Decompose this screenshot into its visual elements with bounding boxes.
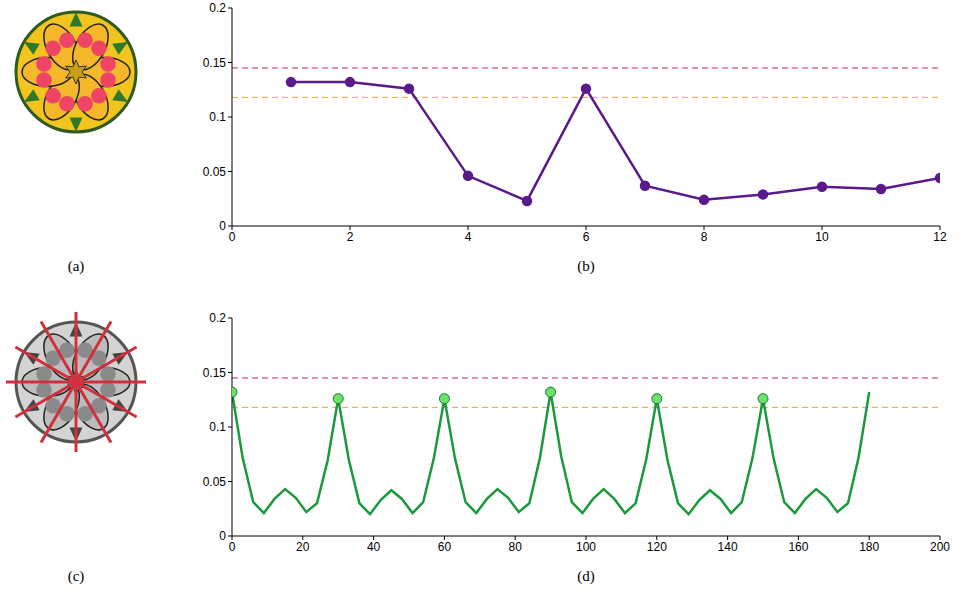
svg-text:0.05: 0.05	[203, 165, 227, 179]
svg-text:160: 160	[788, 540, 808, 554]
svg-text:80: 80	[509, 540, 523, 554]
svg-text:0: 0	[229, 540, 236, 554]
svg-text:0.2: 0.2	[209, 1, 226, 15]
svg-text:0.2: 0.2	[209, 311, 226, 325]
svg-text:0: 0	[219, 529, 226, 543]
svg-text:60: 60	[438, 540, 452, 554]
svg-text:0.05: 0.05	[203, 475, 227, 489]
svg-text:100: 100	[576, 540, 596, 554]
svg-text:0.1: 0.1	[209, 420, 226, 434]
svg-text:0.15: 0.15	[203, 56, 227, 70]
svg-text:120: 120	[647, 540, 667, 554]
html-text:(c): (c)	[67, 568, 85, 584]
svg-text:180: 180	[859, 540, 879, 554]
html-text:(a): (a)	[67, 258, 85, 274]
svg-text:0: 0	[219, 219, 226, 233]
svg-text:6: 6	[583, 230, 590, 244]
svg-text:0: 0	[229, 230, 236, 244]
svg-text:200: 200	[930, 540, 950, 554]
svg-text:0.1: 0.1	[209, 110, 226, 124]
html-text:(b): (b)	[577, 258, 595, 274]
svg-text:10: 10	[815, 230, 829, 244]
svg-text:20: 20	[296, 540, 310, 554]
html-text:(d): (d)	[577, 568, 595, 584]
svg-text:140: 140	[718, 540, 738, 554]
svg-text:8: 8	[701, 230, 708, 244]
svg-text:40: 40	[367, 540, 381, 554]
svg-text:2: 2	[347, 230, 354, 244]
svg-text:4: 4	[465, 230, 472, 244]
svg-text:0.15: 0.15	[203, 366, 227, 380]
svg-text:12: 12	[933, 230, 947, 244]
